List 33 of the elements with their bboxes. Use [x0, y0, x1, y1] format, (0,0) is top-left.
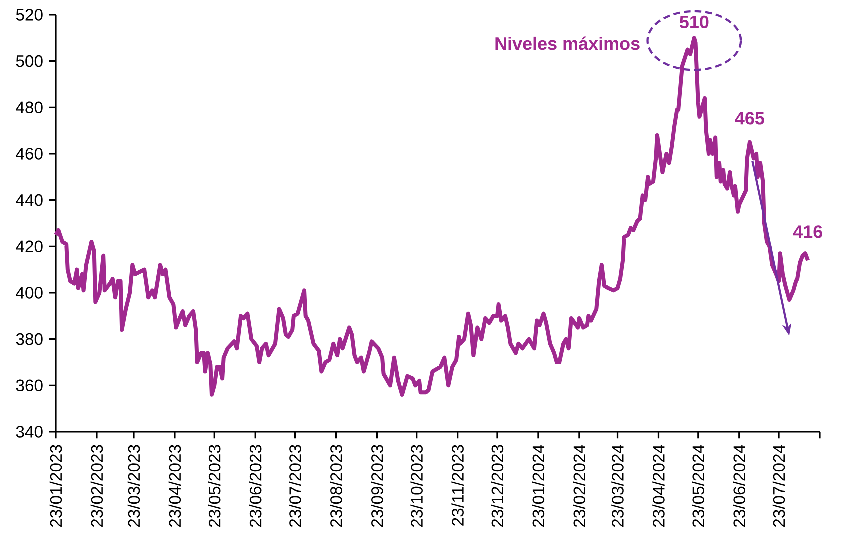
y-tick-label: 500: [16, 55, 43, 68]
x-tick-label: 23/03/2023: [128, 445, 140, 528]
y-tick-label: 340: [16, 426, 43, 438]
x-tick-label: 23/10/2023: [410, 445, 423, 528]
x-tick-label: 23/06/2024: [733, 444, 746, 528]
y-tick-label: 400: [16, 287, 43, 299]
y-tick-label: 480: [16, 102, 43, 114]
x-tick-label: 23/11/2023: [452, 445, 464, 526]
x-tick-label: 23/01/2024: [532, 444, 545, 528]
x-tick-label: 23/07/2024: [772, 444, 786, 528]
x-tick-label: 23/03/2024: [612, 444, 624, 528]
y-tick-label: 440: [16, 194, 43, 206]
x-tick-label: 23/06/2023: [249, 445, 262, 528]
x-tick-label: 23/07/2023: [289, 445, 302, 528]
x-tick-label: 23/01/2023: [50, 445, 62, 528]
x-tick-label: 23/09/2023: [371, 445, 384, 528]
y-tick-label: 380: [16, 333, 43, 346]
x-tick-label: 23/08/2023: [330, 445, 342, 528]
annotation: 465: [735, 112, 764, 125]
x-tick-label: 23/04/2024: [652, 444, 665, 528]
annotation: 510: [680, 16, 709, 29]
y-tick-label: 520: [16, 9, 43, 21]
annotation: Niveles máximos: [496, 36, 640, 50]
y-tick-label: 460: [16, 148, 43, 160]
annotation: 416: [793, 226, 822, 238]
x-tick-label: 23/12/2023: [491, 445, 504, 528]
x-tick-label: 23/04/2023: [168, 445, 182, 528]
x-tick-label: 23/05/2023: [208, 445, 221, 528]
x-tick-label: 23/02/2023: [90, 445, 104, 528]
x-tick-label: 23/02/2024: [573, 444, 586, 528]
x-tick-label: 23/05/2024: [692, 444, 705, 528]
y-tick-label: 360: [16, 380, 43, 392]
y-tick-label: 420: [16, 240, 43, 253]
